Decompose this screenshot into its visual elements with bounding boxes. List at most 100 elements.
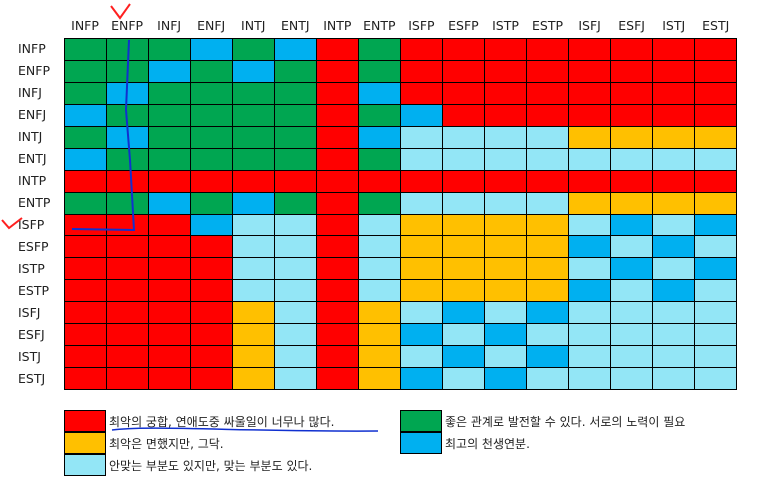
cell-infj-istp <box>485 82 526 104</box>
cell-estj-entj <box>275 368 316 389</box>
cell-istp-entp <box>359 258 400 280</box>
row-headers: INFP ENFP INFJ ENFJ INTJ ENTJ INTP ENTP ISFP ESFP… <box>0 38 64 390</box>
cell-isfj-infj <box>149 302 190 324</box>
cell-entj-infp <box>65 148 106 170</box>
cell-estp-infj <box>149 280 190 302</box>
legend-item-orange: 최악은 면했지만, 그닥. <box>64 432 334 454</box>
cell-esfp-istj <box>653 236 694 258</box>
cell-estj-intj <box>233 368 274 389</box>
cell-entj-istj <box>653 148 694 170</box>
cell-intj-infj <box>149 126 190 148</box>
cell-entj-isfp <box>401 148 442 170</box>
cell-istp-istp <box>485 258 526 280</box>
legend-swatch-light <box>64 454 106 476</box>
cell-estp-istj <box>653 280 694 302</box>
cell-isfj-enfj <box>191 302 232 324</box>
cell-enfp-isfp <box>401 60 442 82</box>
cell-esfj-isfp <box>401 324 442 346</box>
cell-infp-isfp <box>401 39 442 60</box>
cell-entp-isfp <box>401 192 442 214</box>
cell-intp-isfj <box>569 170 610 192</box>
cell-isfp-esfj <box>611 214 652 236</box>
cell-enfp-istp <box>485 60 526 82</box>
cell-intj-infp <box>65 126 106 148</box>
column-header-entj: ENTJ <box>280 18 310 33</box>
legend-item-red: 최악의 궁합, 연애도중 싸울일이 너무나 많다. <box>64 410 334 432</box>
cell-enfp-esfp <box>443 60 484 82</box>
cell-isfp-intj <box>233 214 274 236</box>
cell-isfp-entp <box>359 214 400 236</box>
cell-entj-intp <box>317 148 358 170</box>
row-header-infp: INFP <box>18 41 46 56</box>
cell-infp-esfp <box>443 39 484 60</box>
cell-infj-infp <box>65 82 106 104</box>
cell-estp-intp <box>317 280 358 302</box>
legend-item-blue: 최고의 천생연분. <box>400 432 685 454</box>
cell-intp-istp <box>485 170 526 192</box>
cell-entp-istp <box>485 192 526 214</box>
cell-intj-istp <box>485 126 526 148</box>
cell-infj-estp <box>527 82 568 104</box>
cell-entp-enfp <box>107 192 148 214</box>
cell-istp-enfp <box>107 258 148 280</box>
cell-infj-enfp <box>107 82 148 104</box>
cell-estp-entj <box>275 280 316 302</box>
cell-estj-estj <box>695 368 736 389</box>
cell-istj-infp <box>65 346 106 368</box>
column-header-enfp: ENFP <box>111 18 144 33</box>
cell-entp-esfp <box>443 192 484 214</box>
cell-enfj-esfp <box>443 104 484 126</box>
cell-istp-istj <box>653 258 694 280</box>
row-header-isfp: ISFP <box>18 217 45 232</box>
cell-infp-esfj <box>611 39 652 60</box>
cell-istj-esfj <box>611 346 652 368</box>
cell-intp-estp <box>527 170 568 192</box>
cell-istp-isfj <box>569 258 610 280</box>
cell-esfp-isfj <box>569 236 610 258</box>
cell-infp-entj <box>275 39 316 60</box>
cell-enfj-esfj <box>611 104 652 126</box>
column-header-esfj: ESFJ <box>618 18 645 33</box>
column-header-infj: INFJ <box>157 18 182 33</box>
cell-infp-enfj <box>191 39 232 60</box>
cell-isfp-infp <box>65 214 106 236</box>
row-header-entj: ENTJ <box>18 151 47 166</box>
legend-swatch-red <box>64 410 106 432</box>
cell-intp-istj <box>653 170 694 192</box>
cell-istj-entp <box>359 346 400 368</box>
column-header-istp: ISTP <box>492 18 519 33</box>
column-header-istj: ISTJ <box>662 18 686 33</box>
cell-estp-isfj <box>569 280 610 302</box>
cell-estj-isfj <box>569 368 610 389</box>
column-header-infp: INFP <box>71 18 99 33</box>
cell-infj-esfp <box>443 82 484 104</box>
cell-isfp-estp <box>527 214 568 236</box>
cell-intj-enfj <box>191 126 232 148</box>
legend-swatch-green <box>400 410 442 432</box>
column-header-intp: INTP <box>323 18 352 33</box>
cell-intp-enfj <box>191 170 232 192</box>
cell-entj-entp <box>359 148 400 170</box>
cell-istj-estp <box>527 346 568 368</box>
cell-esfj-isfj <box>569 324 610 346</box>
row-header-istp: ISTP <box>18 261 45 276</box>
legend-label-light: 안맞는 부분도 있지만, 맞는 부분도 있다. <box>109 458 313 473</box>
cell-estj-istj <box>653 368 694 389</box>
cell-esfj-intp <box>317 324 358 346</box>
cell-istj-infj <box>149 346 190 368</box>
cell-intj-isfp <box>401 126 442 148</box>
cell-entp-intp <box>317 192 358 214</box>
legend-right: 좋은 관계로 발전할 수 있다. 서로의 노력이 필요 최고의 천생연분. <box>400 410 685 454</box>
cell-enfp-intp <box>317 60 358 82</box>
cell-isfj-estp <box>527 302 568 324</box>
cell-istj-istp <box>485 346 526 368</box>
cell-istp-infp <box>65 258 106 280</box>
cell-entp-entj <box>275 192 316 214</box>
cell-infj-estj <box>695 82 736 104</box>
cell-infj-entp <box>359 82 400 104</box>
cell-istp-intj <box>233 258 274 280</box>
legend-item-light: 안맞는 부분도 있지만, 맞는 부분도 있다. <box>64 454 334 476</box>
cell-istp-esfj <box>611 258 652 280</box>
cell-intj-entp <box>359 126 400 148</box>
cell-istj-isfp <box>401 346 442 368</box>
